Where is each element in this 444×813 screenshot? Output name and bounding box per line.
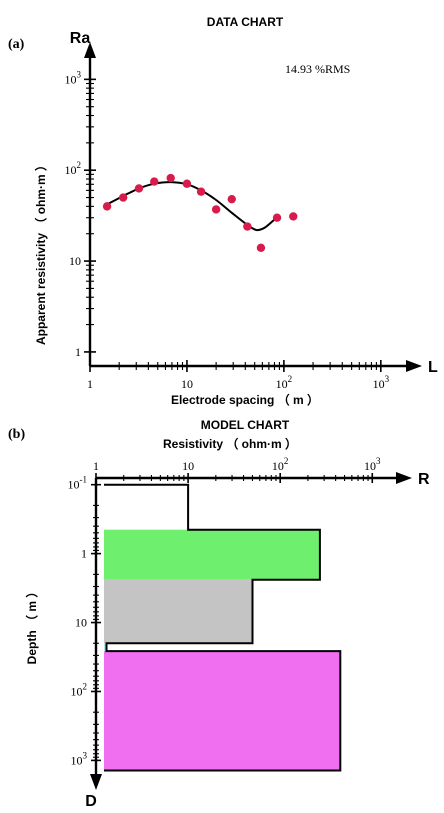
model-x-axis-arrow — [396, 472, 412, 484]
model-layer — [104, 529, 320, 580]
data-point — [211, 205, 221, 214]
data-chart-axes — [84, 42, 422, 372]
model-y-tick-label: 10-1 — [68, 475, 88, 492]
model-layer — [104, 651, 341, 771]
model-x-tick-label: 103 — [364, 456, 381, 473]
rms-annotation: 14.93 %RMS — [285, 62, 350, 76]
model-y-axis-arrow — [90, 774, 102, 790]
model-y-tick-label: 1 — [81, 547, 87, 561]
data-x-axis-symbol: L — [428, 359, 438, 376]
data-point — [118, 193, 128, 202]
panel-a-label: (a) — [8, 37, 25, 52]
data-y-tick-label: 102 — [65, 160, 82, 177]
data-x-axis-label: Electrode spacing （ m ） — [171, 392, 319, 407]
data-y-axis-arrow — [84, 42, 96, 58]
model-x-axis-symbol: R — [418, 471, 430, 488]
data-point — [256, 243, 266, 252]
model-chart-axes — [90, 472, 412, 790]
model-x-tick-label: 1 — [93, 459, 99, 473]
data-point — [289, 212, 298, 221]
model-y-tick-label: 10 — [75, 616, 87, 630]
data-y-tick-label: 1 — [75, 345, 81, 359]
data-x-tick-label: 103 — [373, 374, 390, 391]
data-point — [150, 177, 159, 186]
panel-b-label: (b) — [8, 427, 25, 442]
data-y-tick-label: 10 — [69, 254, 81, 268]
data-point — [102, 202, 112, 211]
model-y-axis-symbol: D — [85, 793, 97, 810]
model-chart-title: MODEL CHART — [201, 418, 290, 432]
model-layer — [104, 643, 107, 652]
model-step-outline — [104, 483, 342, 772]
data-x-tick-label: 10 — [181, 377, 193, 391]
data-point — [182, 179, 192, 188]
model-layers — [104, 529, 341, 771]
data-chart-ticks: 1 10 102 103 1 10 102 103 — [65, 69, 390, 391]
observed-points — [102, 173, 298, 252]
model-x-axis-label: Resistivity （ ohm·m ） — [163, 436, 297, 451]
data-point — [134, 184, 144, 193]
data-point — [243, 222, 252, 231]
data-chart-title: DATA CHART — [207, 15, 284, 29]
data-x-tick-label: 1 — [87, 377, 93, 391]
model-y-axis-label: Depth （ m ） — [24, 586, 39, 665]
model-y-tick-label: 103 — [71, 750, 88, 767]
data-point — [196, 187, 206, 196]
data-y-tick-label: 103 — [65, 69, 82, 86]
data-y-axis-label: Apparent resistivity （ ohm·m ） — [33, 159, 48, 345]
data-y-axis-symbol: Ra — [70, 30, 91, 47]
model-layer — [104, 579, 253, 644]
model-y-tick-label: 102 — [71, 681, 88, 698]
fitted-curve — [106, 181, 281, 232]
data-x-axis-arrow — [406, 360, 422, 372]
data-point — [272, 213, 282, 222]
model-x-tick-label: 10 — [182, 459, 194, 473]
data-point — [227, 194, 236, 204]
model-x-tick-label: 102 — [272, 456, 289, 473]
data-point — [166, 173, 175, 183]
data-x-tick-label: 102 — [276, 374, 293, 391]
model-chart-ticks: 1 10 102 103 10-1 1 10 102 103 — [68, 456, 382, 767]
